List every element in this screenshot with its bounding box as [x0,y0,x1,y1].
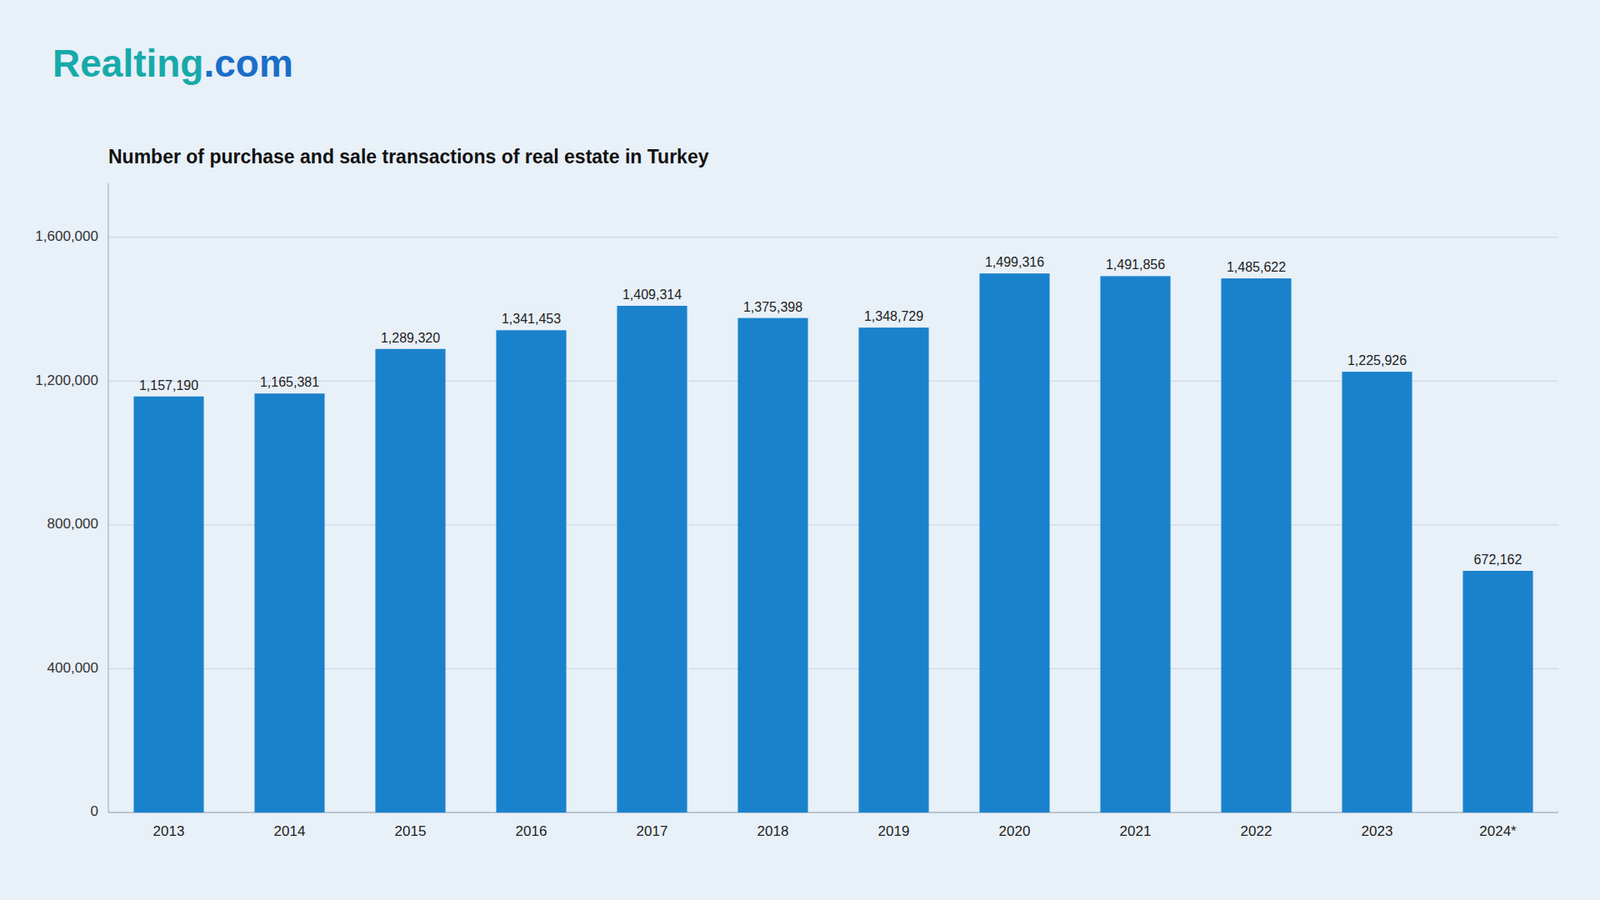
grid-line [108,524,1559,525]
bar [979,273,1050,813]
chart-svg: Realting.com Number of purchase and sale … [0,0,1600,900]
x-tick-label: 2020 [999,823,1031,840]
x-tick-label: 2024* [1479,823,1517,840]
y-grid [108,237,1559,813]
bar [1462,570,1533,813]
x-tick-label: 2022 [1240,823,1273,840]
data-label: 1,348,729 [864,309,924,324]
y-axis-line [108,183,110,813]
x-tick-label: 2023 [1361,823,1394,840]
data-label: 672,162 [1474,552,1523,567]
bar [495,330,566,813]
grid-line [108,812,1559,814]
y-tick-label: 1,600,000 [35,228,99,245]
bar [375,349,445,813]
x-tick-label: 2016 [515,823,548,840]
x-tick-label: 2014 [274,823,306,840]
logo-part: .com [203,41,293,85]
bar [737,318,808,813]
data-label: 1,165,381 [260,375,320,390]
logo-part: Realting [52,41,204,85]
data-label: 1,289,320 [380,330,440,345]
background [0,0,1600,900]
data-label: 1,499,316 [985,255,1045,270]
x-tick-label: 2015 [395,823,427,840]
bar [1220,278,1291,813]
y-tick-label: 1,200,000 [35,372,99,389]
data-label: 1,225,926 [1347,353,1407,368]
title: Number of purchase and sale transactions… [108,145,710,168]
data-label: 1,375,398 [743,300,803,315]
data-label: 1,409,314 [622,287,682,302]
data-label: 1,157,190 [139,378,199,393]
logo: Realting.com [52,41,294,85]
x-axis-line [108,812,1559,814]
x-tick-label: 2021 [1120,823,1152,840]
y-tick-label: 800,000 [47,515,99,532]
grid-line [108,380,1559,382]
data-label: 1,491,856 [1105,257,1165,272]
y-tick-label: 0 [90,803,99,820]
grid-line [108,236,1559,238]
bars [133,273,1533,813]
y-tick-label: 400,000 [47,660,99,676]
bar [254,393,325,813]
data-labels: 1,157,190 1,165,381 1,289,320 1,341,453 1,40… [139,255,1523,567]
bar [616,305,687,813]
x-tick-label: 2019 [878,823,910,840]
chart-container: Realting.com Number of purchase and sale … [0,0,1600,900]
x-tick-label: 2017 [636,823,669,840]
x-tick-labels: 2013 2014 2015 2016 2017 2018 2019 2020 2021 2022… [153,823,1518,840]
x-tick-label: 2018 [757,823,790,840]
bar [858,327,929,813]
grid-line [108,668,1559,670]
y-tick-labels: 0 400,000 800,000 1,200,000 1,600,000 [35,228,99,820]
bar [1100,275,1170,813]
x-tick-label: 2013 [153,823,185,840]
data-label: 1,341,453 [501,311,561,326]
bar [133,396,204,813]
data-label: 1,485,622 [1226,260,1286,275]
bar [1341,371,1412,813]
